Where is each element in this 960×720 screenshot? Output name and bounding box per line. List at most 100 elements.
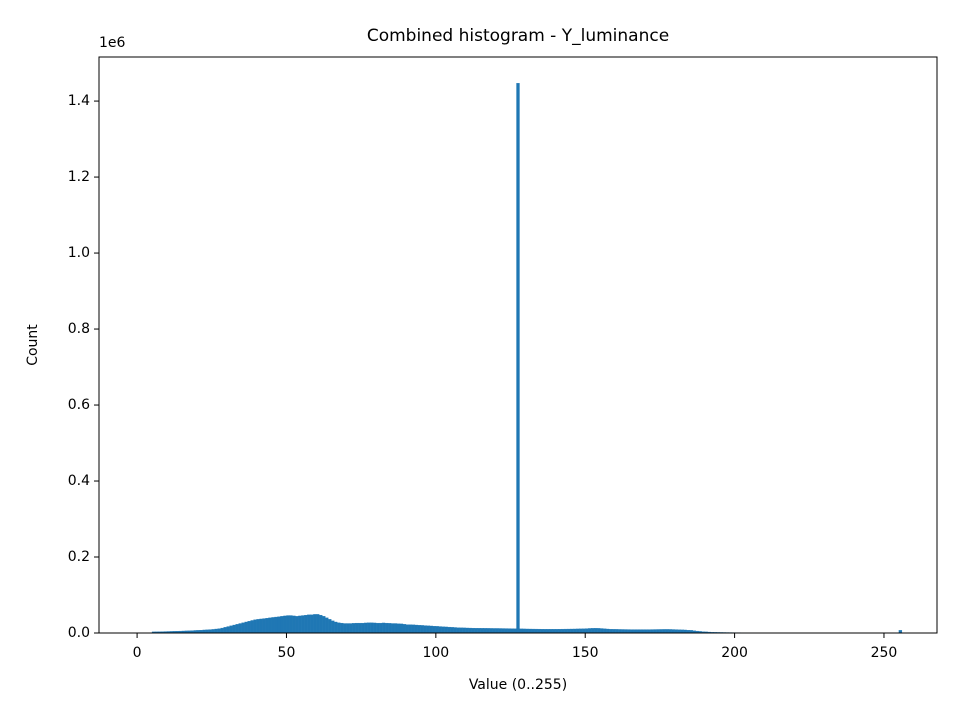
y-tick-label: 0.4 — [68, 473, 90, 489]
x-axis-label: Value (0..255) — [469, 677, 567, 693]
bar — [626, 629, 631, 634]
bar — [656, 629, 661, 634]
bar — [471, 627, 475, 634]
bar — [393, 623, 398, 634]
bar — [477, 628, 481, 634]
bar — [573, 628, 577, 634]
bar — [214, 628, 218, 634]
bar — [405, 624, 410, 634]
chart-title: Combined histogram - Y_luminance — [367, 26, 669, 46]
bar — [235, 624, 239, 634]
bar — [432, 626, 436, 634]
bar — [414, 624, 419, 634]
bar — [617, 629, 622, 634]
bar — [325, 617, 329, 634]
bar — [384, 622, 389, 634]
bar — [244, 621, 248, 634]
bar — [641, 629, 646, 634]
bar — [208, 629, 212, 634]
bar — [420, 625, 425, 634]
bar — [253, 619, 257, 634]
bar — [268, 617, 272, 634]
bar — [226, 626, 230, 634]
bar — [614, 629, 619, 634]
bar — [540, 629, 544, 634]
bar — [594, 628, 598, 634]
bar — [567, 628, 571, 634]
bar — [322, 616, 326, 634]
bar — [334, 621, 338, 634]
bar — [516, 83, 520, 634]
y-tick-label: 1.0 — [68, 245, 90, 261]
bar — [355, 622, 359, 634]
bar — [381, 622, 386, 634]
bar — [223, 627, 227, 634]
bar — [600, 628, 604, 634]
bar — [447, 626, 451, 634]
bar — [358, 622, 362, 634]
bar — [570, 628, 574, 634]
bar — [489, 628, 493, 634]
bar — [295, 616, 299, 634]
bar — [653, 629, 658, 634]
bar — [259, 618, 263, 634]
bar — [396, 623, 401, 634]
y-tick-label: 0.2 — [68, 549, 90, 565]
bar — [262, 618, 266, 634]
bar — [519, 628, 523, 634]
y-tick-label: 0.8 — [68, 321, 90, 337]
bar — [417, 625, 422, 634]
bar — [644, 629, 649, 634]
y-offset-text: 1e6 — [99, 35, 126, 51]
bar — [507, 628, 511, 634]
x-tick-label: 150 — [572, 645, 599, 661]
bar — [501, 628, 505, 634]
bar — [340, 622, 344, 634]
bar — [662, 629, 667, 634]
bar — [534, 628, 538, 634]
bar — [408, 624, 413, 634]
bar — [429, 625, 434, 634]
bar — [620, 629, 625, 634]
bar — [552, 629, 556, 634]
bar — [265, 618, 269, 634]
bar — [286, 615, 290, 634]
bar — [480, 628, 484, 634]
bar — [498, 628, 502, 634]
bar — [486, 628, 490, 634]
x-tick-label: 50 — [278, 645, 296, 661]
bar — [456, 627, 460, 634]
bar — [632, 629, 637, 634]
bar — [564, 628, 568, 634]
bar — [582, 628, 586, 634]
bar — [561, 628, 565, 634]
bar — [659, 629, 664, 634]
bar — [349, 623, 353, 634]
bar — [289, 615, 293, 634]
bar — [611, 629, 616, 634]
bar — [271, 617, 275, 634]
bar — [608, 629, 613, 634]
bar — [402, 624, 407, 634]
bar — [450, 627, 454, 634]
bar — [301, 615, 305, 634]
bar — [232, 624, 236, 634]
bar — [220, 627, 224, 634]
bar — [313, 614, 317, 634]
bar — [504, 628, 508, 634]
bar — [229, 625, 233, 634]
bar — [310, 614, 314, 634]
y-tick-label: 0.0 — [68, 625, 90, 641]
bar — [546, 629, 550, 634]
bar — [459, 627, 463, 634]
bar — [438, 626, 442, 634]
x-tick-label: 200 — [721, 645, 748, 661]
y-tick-label: 1.4 — [68, 93, 90, 109]
bar — [411, 624, 416, 634]
bar — [352, 623, 356, 634]
bar — [483, 628, 487, 634]
bar — [444, 626, 448, 634]
bar — [316, 614, 320, 634]
bar — [319, 614, 323, 634]
bar — [597, 628, 601, 634]
